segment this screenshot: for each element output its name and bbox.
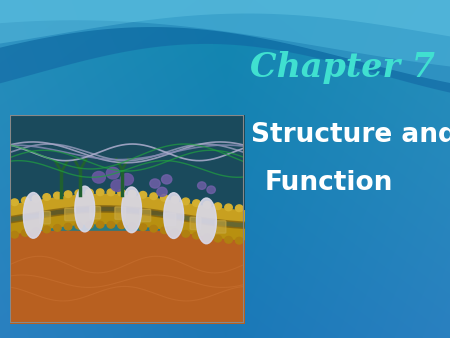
Circle shape [106, 167, 119, 179]
Circle shape [182, 231, 189, 237]
Text: Membrane Structure and: Membrane Structure and [84, 122, 450, 148]
FancyBboxPatch shape [165, 213, 176, 225]
Circle shape [150, 193, 157, 199]
Circle shape [214, 203, 221, 210]
FancyBboxPatch shape [140, 209, 151, 222]
FancyBboxPatch shape [40, 211, 50, 224]
Text: Chapter 7: Chapter 7 [249, 51, 435, 84]
Circle shape [32, 195, 40, 202]
Ellipse shape [164, 193, 184, 238]
Circle shape [54, 224, 61, 231]
Circle shape [161, 195, 168, 201]
Circle shape [43, 194, 50, 200]
Ellipse shape [23, 193, 43, 238]
Circle shape [203, 234, 211, 241]
Circle shape [86, 189, 93, 196]
Circle shape [96, 189, 104, 196]
FancyBboxPatch shape [190, 217, 201, 230]
Circle shape [22, 230, 29, 236]
Circle shape [157, 187, 167, 196]
Circle shape [32, 228, 40, 235]
Circle shape [75, 222, 82, 229]
Circle shape [198, 182, 206, 189]
Circle shape [64, 223, 72, 230]
Circle shape [75, 190, 82, 196]
Circle shape [139, 192, 147, 198]
FancyBboxPatch shape [115, 207, 126, 219]
Circle shape [11, 232, 18, 238]
Circle shape [225, 237, 232, 243]
Circle shape [235, 205, 243, 212]
Circle shape [118, 190, 125, 196]
Circle shape [203, 201, 211, 208]
Circle shape [120, 173, 134, 185]
Circle shape [235, 237, 243, 244]
Circle shape [11, 199, 18, 206]
Circle shape [54, 192, 61, 199]
Circle shape [107, 189, 115, 196]
Circle shape [162, 175, 172, 184]
Circle shape [107, 221, 115, 228]
Circle shape [139, 224, 147, 231]
Ellipse shape [122, 187, 141, 233]
Circle shape [171, 196, 179, 203]
FancyBboxPatch shape [215, 221, 226, 233]
Circle shape [207, 186, 216, 193]
FancyBboxPatch shape [90, 207, 100, 219]
Circle shape [171, 229, 179, 235]
Text: Function: Function [264, 170, 393, 195]
Circle shape [161, 227, 168, 234]
Ellipse shape [75, 186, 94, 232]
Circle shape [111, 180, 124, 191]
Circle shape [150, 225, 157, 232]
Circle shape [92, 171, 105, 183]
FancyBboxPatch shape [65, 208, 76, 221]
Circle shape [225, 204, 232, 211]
Circle shape [193, 200, 200, 207]
Circle shape [86, 222, 93, 228]
Circle shape [129, 223, 136, 230]
Circle shape [22, 197, 29, 204]
Circle shape [214, 235, 221, 242]
Circle shape [118, 222, 125, 228]
Circle shape [43, 226, 50, 233]
Circle shape [193, 232, 200, 239]
Circle shape [96, 221, 104, 228]
Circle shape [150, 179, 160, 188]
Circle shape [64, 191, 72, 197]
Circle shape [129, 190, 136, 197]
Ellipse shape [197, 198, 216, 244]
Circle shape [182, 198, 189, 205]
